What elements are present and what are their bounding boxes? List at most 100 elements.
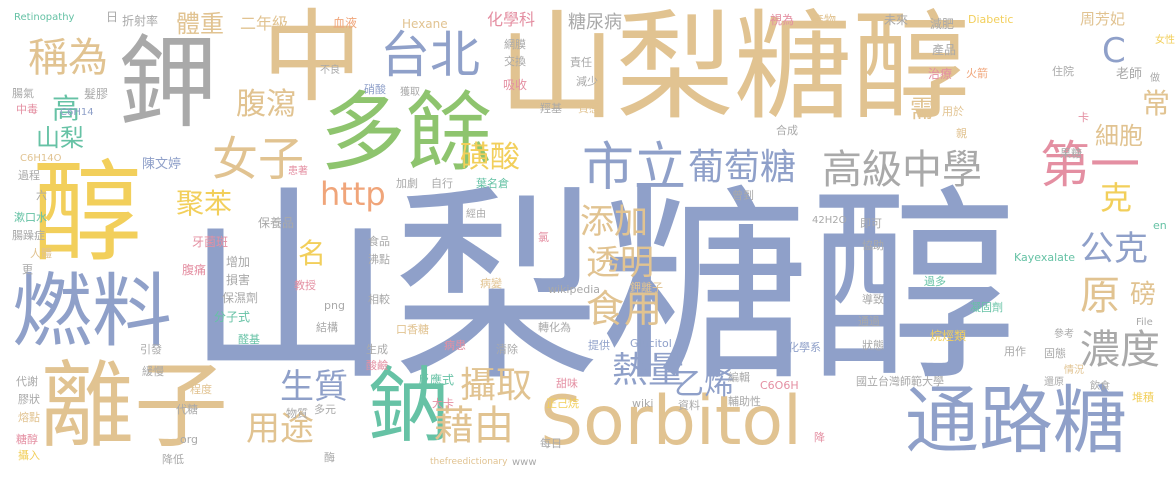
word-nvxing: 女性 <box>1155 35 1175 46</box>
word-zhengjiwan: 正己烷 <box>546 397 579 410</box>
word-tangniaobing: 糖尿病 <box>568 12 622 33</box>
word-putaotang: 葡萄糖 <box>688 147 797 188</box>
word-zuo: 做 <box>1150 73 1160 84</box>
word-shanli-tang: 山梨糖 <box>498 0 853 136</box>
word-lizi: 離子 <box>40 352 229 461</box>
word-gutai: 固態 <box>1044 347 1066 360</box>
word-jializi: 鉀離子 <box>630 281 663 294</box>
word-feidian: 沸點 <box>368 253 390 266</box>
word-shukoushui: 漱口水 <box>14 211 47 224</box>
word-zhigan: 質感 <box>578 102 600 115</box>
word-zeren: 責任 <box>570 56 592 69</box>
word-png: png <box>324 299 345 312</box>
word-rongdian: 熔點 <box>18 411 40 424</box>
word-tongguo: 通過 <box>858 315 880 328</box>
word-chengdu: 程度 <box>190 383 212 396</box>
word-jiangdi: 降低 <box>162 453 184 466</box>
word-c6h14o: C6H14O <box>20 153 62 164</box>
word-huaxueke: 化學科 <box>487 10 536 29</box>
word-en: en <box>1153 219 1167 232</box>
word-yinfa: 引發 <box>140 343 162 356</box>
word-daixie: 代謝 <box>16 375 38 388</box>
word-quanji: 醛基 <box>238 333 260 346</box>
word-qiangji: 羥基 <box>540 102 562 115</box>
word-meiri: 每日 <box>540 437 562 450</box>
word-huangsuan: 磺酸 <box>460 140 520 175</box>
word-duiji: 堆積 <box>1132 391 1154 404</box>
word-jiang: 降 <box>814 431 825 444</box>
word-bang: 磅 <box>1130 280 1157 310</box>
word-daitang: 代糖 <box>176 403 198 416</box>
word-zhong: 中 <box>262 0 362 116</box>
word-zhuangtai: 狀態 <box>862 339 884 352</box>
word-http: http <box>320 175 386 213</box>
word-huanzhu: 患著 <box>288 166 308 177</box>
word-zengjia: 增加 <box>226 255 251 269</box>
word-chun-left: 醇 <box>32 149 142 277</box>
word-jiaozhuang: 膠狀 <box>18 393 40 406</box>
word-changqi: 腸氣 <box>12 87 34 100</box>
word-fuzhuxing: 輔助性 <box>728 395 761 408</box>
word-qingchu: 清除 <box>496 343 518 356</box>
word-jueben: 聚苯 <box>176 187 233 220</box>
word-gongke: 公克 <box>1080 229 1148 269</box>
word-qingkuang: 情況 <box>1064 365 1084 376</box>
word-xiangjiao: 相較 <box>368 293 390 306</box>
word-xueye: 血液 <box>333 16 358 30</box>
word-chengwei: 稱為 <box>28 35 108 81</box>
word-duoyu: 多餘 <box>320 83 492 183</box>
word-taibei: 台北 <box>380 26 480 84</box>
word-yongtu: 用途 <box>246 409 314 449</box>
word-tizhong: 體重 <box>176 10 224 38</box>
word-shanli-tangchun: 山梨糖醇 <box>185 168 1017 410</box>
word-mei: 酶 <box>324 451 335 464</box>
word-na: 鈉 <box>368 359 451 454</box>
word-tianwei: 甜味 <box>556 377 578 390</box>
word-sorbitol: Sorbitol <box>540 382 802 461</box>
word-hexane: Hexane <box>402 17 448 31</box>
word-yajunban: 牙菌斑 <box>192 235 229 249</box>
word-ernianji: 二年級 <box>240 14 289 33</box>
word-yongzuo: 用作 <box>1004 345 1026 358</box>
word-baoyangpin: 保養品 <box>258 216 295 230</box>
word-touming: 透明 <box>586 243 654 283</box>
word-bianji: 編輯 <box>728 371 750 384</box>
word-liu: 六 <box>36 189 47 202</box>
word-file: File <box>1136 317 1153 328</box>
word-tigong: 提供 <box>588 339 610 352</box>
word-chanpin: 產品 <box>932 43 957 57</box>
word-renti: 人體 <box>30 247 52 260</box>
word-gaoji-zhongxue: 高級中學 <box>822 147 982 193</box>
word-hecheng: 合成 <box>776 124 798 137</box>
word-ningguji: 凝固劑 <box>970 301 1003 314</box>
word-wuzhi: 物質 <box>286 407 308 420</box>
word-guotang: 果糖 <box>1060 147 1082 160</box>
word-jia: 鉀 <box>118 25 218 142</box>
word-fanyingshi: 反應式 <box>418 373 455 387</box>
word-qin: 親 <box>956 127 967 140</box>
word-ziliao: 資料 <box>678 399 700 412</box>
word-huojian: 火箭 <box>966 67 988 80</box>
word-shengzhi: 生質 <box>280 367 348 407</box>
word-suanjian: 酸鹼 <box>366 359 388 372</box>
word-huanyuan: 還原 <box>1044 377 1064 388</box>
word-yongyu: 用於 <box>942 105 964 118</box>
word-fuxie: 腹瀉 <box>236 87 296 122</box>
word-jiaju: 加劇 <box>396 177 418 190</box>
word-diabetic: Diabetic <box>968 13 1014 26</box>
word-zhongdu: 中毒 <box>16 103 38 116</box>
word-daka: 大卡 <box>432 397 454 410</box>
word-chenwenting: 陳文婷 <box>142 157 182 172</box>
word-daozhi: 導致 <box>862 293 884 306</box>
word-binghuan: 病患 <box>444 339 466 352</box>
word-sheru: 攝入 <box>18 449 40 462</box>
word-zheshelv: 折射率 <box>122 14 159 28</box>
word-lv: 氯 <box>538 231 549 244</box>
word-laoshi: 老師 <box>1116 67 1143 82</box>
word-yuan: 原 <box>1080 273 1120 319</box>
word-weilai: 未來 <box>884 13 909 27</box>
word-xu: 需 <box>910 95 934 123</box>
word-42h2o: 42H2O <box>812 215 847 226</box>
word-chanwu: 產物 <box>812 13 837 27</box>
word-jiaohuan: 交換 <box>504 55 526 68</box>
